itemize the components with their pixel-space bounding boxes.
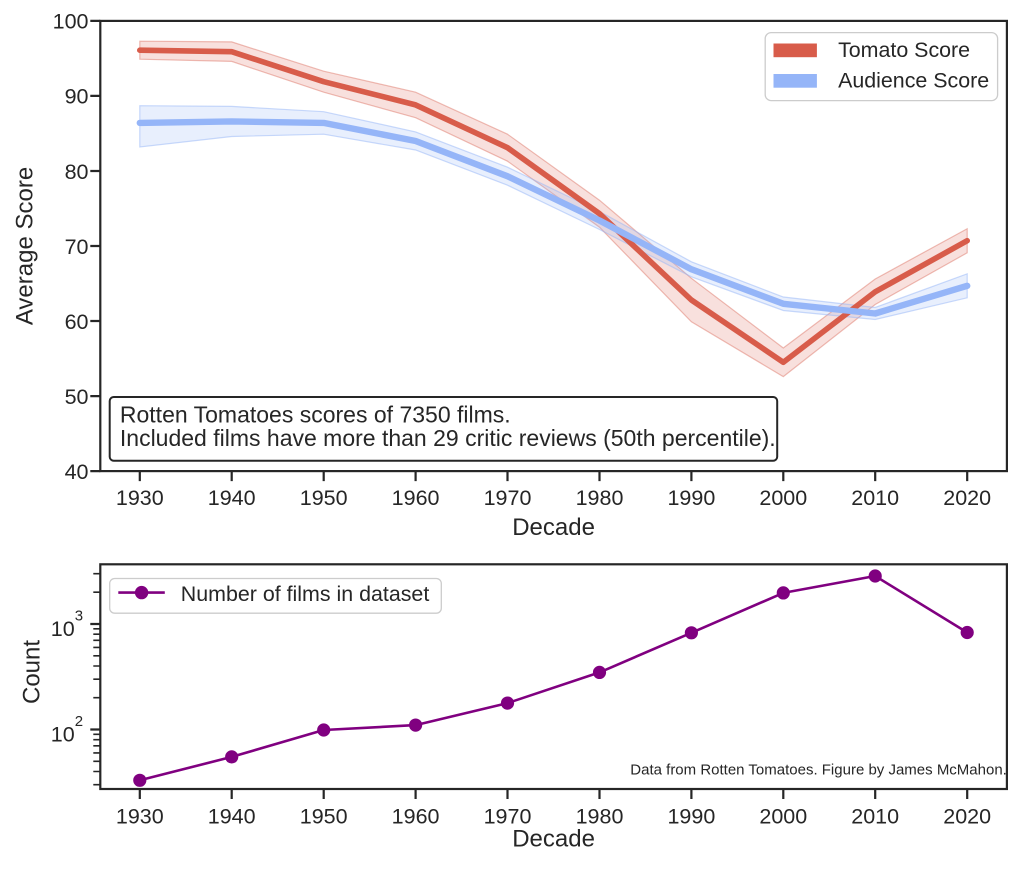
svg-text:70: 70	[65, 235, 89, 259]
svg-text:1950: 1950	[300, 805, 348, 829]
svg-text:Count: Count	[19, 640, 46, 704]
svg-text:1950: 1950	[300, 486, 348, 510]
svg-text:1970: 1970	[484, 805, 532, 829]
svg-text:1970: 1970	[484, 486, 532, 510]
svg-text:Decade: Decade	[512, 826, 595, 853]
svg-text:2020: 2020	[943, 805, 991, 829]
svg-text:2010: 2010	[851, 805, 899, 829]
svg-text:100: 100	[53, 10, 89, 34]
svg-text:40: 40	[65, 460, 89, 484]
svg-text:Audience Score: Audience Score	[838, 68, 989, 92]
svg-text:2000: 2000	[759, 805, 807, 829]
svg-text:60: 60	[65, 310, 89, 334]
svg-text:Number of films in dataset: Number of films in dataset	[181, 582, 430, 606]
svg-text:Included films have more than: Included films have more than 29 critic …	[120, 425, 776, 451]
svg-text:Tomato Score: Tomato Score	[838, 38, 970, 62]
svg-text:1990: 1990	[667, 486, 715, 510]
svg-text:Data from Rotten Tomatoes. Fig: Data from Rotten Tomatoes. Figure by Jam…	[630, 762, 1007, 779]
svg-text:1960: 1960	[392, 486, 440, 510]
svg-text:1960: 1960	[392, 805, 440, 829]
svg-text:2000: 2000	[759, 486, 807, 510]
svg-text:2010: 2010	[851, 486, 899, 510]
svg-text:1980: 1980	[576, 805, 624, 829]
svg-text:1930: 1930	[116, 805, 164, 829]
svg-text:1940: 1940	[208, 486, 256, 510]
svg-text:Rotten Tomatoes scores of 7350: Rotten Tomatoes scores of 7350 films.	[120, 402, 511, 428]
svg-text:90: 90	[65, 85, 89, 109]
svg-text:Average Score: Average Score	[11, 167, 38, 325]
svg-text:1930: 1930	[116, 486, 164, 510]
svg-text:1980: 1980	[576, 486, 624, 510]
svg-text:50: 50	[65, 385, 89, 409]
svg-text:2020: 2020	[943, 486, 991, 510]
svg-text:1990: 1990	[667, 805, 715, 829]
svg-text:1940: 1940	[208, 805, 256, 829]
svg-text:80: 80	[65, 160, 89, 184]
svg-text:Decade: Decade	[512, 514, 595, 541]
